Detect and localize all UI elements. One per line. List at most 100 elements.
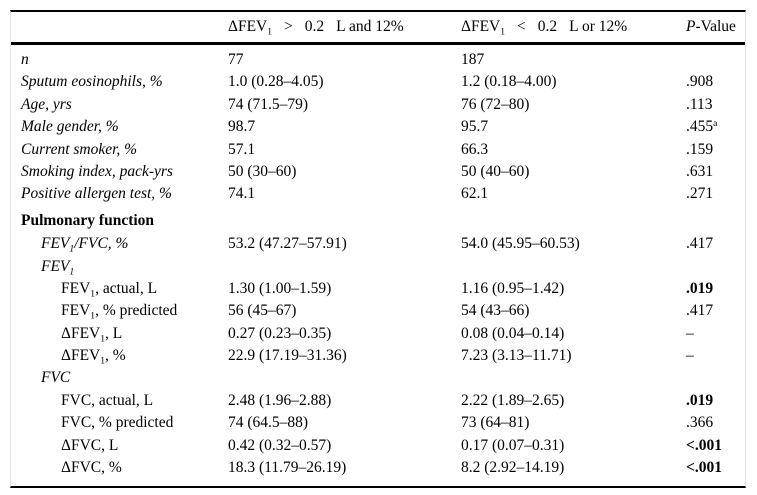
group2-value: 1.2 (0.18–4.00) [461, 73, 557, 91]
p-value: .019 [686, 279, 714, 297]
group1-value: 2.48 (1.96–2.88) [228, 391, 332, 409]
group1-value: 22.9 (17.19–31.36) [228, 347, 347, 365]
group2-value: 54 (43–66) [461, 302, 530, 320]
table-row: Positive allergen test, % 74.1 62.1 .271 [11, 183, 745, 205]
header-group1-dfev1-gt: ΔFEV1 >0.2 L and 12% [228, 18, 461, 38]
group1-value: 74.1 [228, 185, 256, 203]
row-label: ΔFVC, L [61, 436, 119, 454]
table-row: FEV1, % predicted 56 (45–67) 54 (43–66) .41… [11, 300, 745, 322]
row-label: ΔFEV1, % [61, 347, 126, 367]
table-row: Sputum eosinophils, % 1.0 (0.28–4.05) 1.2 … [11, 71, 745, 93]
row-label: ΔFEV1, L [61, 324, 123, 345]
group1-value: 50 (30–60) [228, 162, 297, 180]
group1-value: 1.30 (1.00–1.59) [228, 279, 332, 297]
group2-value: 95.7 [461, 118, 489, 136]
table-row: ΔFVC, L 0.42 (0.32–0.57) 0.17 (0.07–0.31) <… [11, 435, 745, 457]
table-body: n 77 187 Sputum eosinophils, % 1.0 (0.28–4.0… [11, 45, 745, 486]
p-value: .631 [686, 162, 714, 180]
group2-value: 62.1 [461, 185, 489, 203]
header-part: ΔFEV1 [228, 18, 273, 38]
header-part: > [284, 18, 293, 35]
row-label: Smoking index, pack-yrs [21, 162, 173, 180]
row-label: FEV1/FVC, % [41, 235, 129, 255]
p-value: <.001 [686, 459, 722, 477]
table-row: Male gender, % 98.7 95.7 .455a [11, 116, 745, 138]
row-label: FEV1, % predicted [61, 302, 178, 322]
table-row: FEV1, actual, L 1.30 (1.00–1.59) 1.16 (0.9… [11, 278, 745, 300]
p-value: .908 [686, 73, 714, 91]
p-value: – [686, 347, 694, 365]
table-row: n 77 187 [11, 49, 745, 71]
group1-value: 53.2 (47.27–57.91) [228, 235, 347, 253]
table-row: ΔFVC, % 18.3 (11.79–26.19) 8.2 (2.92–14.19… [11, 457, 745, 479]
table-row: FVC, actual, L 2.48 (1.96–2.88) 2.22 (1.89… [11, 390, 745, 412]
group2-value: 66.3 [461, 140, 489, 158]
table-row: Smoking index, pack-yrs 50 (30–60) 50 (40–… [11, 161, 745, 183]
group1-value: 0.42 (0.32–0.57) [228, 436, 332, 454]
p-value: .113 [686, 95, 713, 113]
table-row: Age, yrs 74 (71.5–79) 76 (72–80) .113 [11, 94, 745, 116]
group1-value: 57.1 [228, 140, 256, 158]
header-part: ΔFEV1 [461, 18, 506, 38]
row-label: ΔFVC, % [61, 459, 122, 477]
group2-value: 50 (40–60) [461, 162, 530, 180]
row-label: FEV1 [41, 257, 75, 277]
p-value: .159 [686, 140, 714, 158]
header-part: < [517, 18, 526, 35]
table-header-row: ΔFEV1 >0.2 L and 12% ΔFEV1 <0.2 L or 12% P-V… [11, 12, 745, 45]
table-row: Pulmonary function [11, 210, 745, 232]
p-value: – [686, 324, 694, 342]
row-label: Current smoker, % [21, 140, 138, 158]
group2-value: 1.16 (0.95–1.42) [461, 279, 565, 297]
table-row: ΔFEV1, % 22.9 (17.19–31.36) 7.23 (3.13–11.… [11, 345, 745, 367]
group2-value: 73 (64–81) [461, 414, 530, 432]
row-label: FVC, actual, L [61, 391, 154, 409]
group1-value: 18.3 (11.79–26.19) [228, 459, 347, 477]
p-value: .019 [686, 391, 714, 409]
header-part: L and 12% [336, 18, 404, 35]
p-value: .366 [686, 414, 714, 432]
header-part: 0.2 [537, 18, 558, 35]
header-pvalue: P-Value [676, 18, 745, 36]
header-part: 0.2 [304, 18, 325, 35]
row-label: Positive allergen test, % [21, 185, 172, 203]
row-label: n [21, 51, 29, 68]
header-part: L or 12% [569, 18, 628, 35]
group1-value: 98.7 [228, 118, 256, 136]
group1-value: 74 (64.5–88) [228, 414, 309, 432]
group2-value: 187 [461, 51, 485, 68]
row-label: Male gender, % [21, 118, 119, 136]
table-row: FVC, % predicted 74 (64.5–88) 73 (64–81) .3… [11, 412, 745, 434]
clinical-characteristics-table: ΔFEV1 >0.2 L and 12% ΔFEV1 <0.2 L or 12% P-V… [10, 10, 746, 489]
group2-value: 0.17 (0.07–0.31) [461, 436, 565, 454]
row-label: Sputum eosinophils, % [21, 73, 163, 91]
pvalue-rest: -Value [695, 18, 736, 35]
table-row: FVC [11, 367, 745, 389]
group1-value: 74 (71.5–79) [228, 95, 309, 113]
row-label: FVC [41, 369, 71, 387]
group1-value: 77 [228, 51, 244, 68]
group1-value: 0.27 (0.23–0.35) [228, 324, 332, 342]
table-row: FEV1/FVC, % 53.2 (47.27–57.91) 54.0 (45.95… [11, 233, 745, 255]
group2-value: 8.2 (2.92–14.19) [461, 459, 565, 477]
row-label: FEV1, actual, L [61, 279, 158, 300]
group1-value: 56 (45–67) [228, 302, 297, 320]
row-label: Pulmonary function [21, 211, 155, 229]
pvalue-italic-p: P [686, 18, 696, 35]
row-label: Age, yrs [21, 95, 72, 113]
row-label: FVC, % predicted [61, 414, 174, 432]
table-row: Current smoker, % 57.1 66.3 .159 [11, 139, 745, 161]
table-row: FEV1 [11, 256, 745, 278]
group2-value: 0.08 (0.04–0.14) [461, 324, 565, 342]
group2-value: 54.0 (45.95–60.53) [461, 235, 580, 253]
p-value: .271 [686, 185, 714, 203]
p-value: <.001 [686, 436, 722, 454]
p-value: .417 [686, 235, 714, 253]
table-row: ΔFEV1, L 0.27 (0.23–0.35) 0.08 (0.04–0.14)… [11, 323, 745, 345]
header-group2-dfev1-lt: ΔFEV1 <0.2 L or 12% [461, 18, 676, 38]
group1-value: 1.0 (0.28–4.05) [228, 73, 324, 91]
group2-value: 76 (72–80) [461, 95, 530, 113]
group2-value: 7.23 (3.13–11.71) [461, 347, 572, 365]
p-value: .455a [686, 118, 718, 136]
